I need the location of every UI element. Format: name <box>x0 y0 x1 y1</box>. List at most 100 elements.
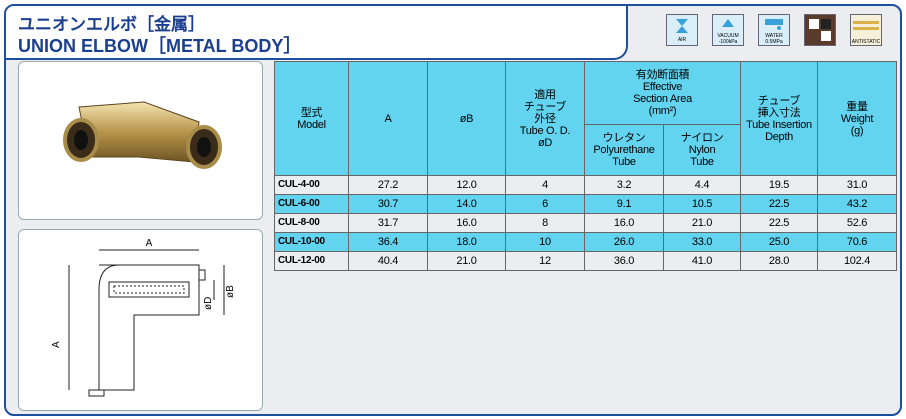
dim-label: A <box>146 238 153 249</box>
header-line: 適用 <box>534 88 556 101</box>
dim-label: øB <box>225 285 236 298</box>
header-line: 挿入寸法 <box>757 106 801 119</box>
table-cell: 18.0 <box>427 232 506 252</box>
column-header: øB <box>427 61 506 176</box>
table-cell: 3.2 <box>584 175 664 195</box>
header-line: Tube O. D. <box>519 124 571 137</box>
header-line: チューブ <box>523 100 567 113</box>
title-bar: ユニオンエルボ［金属］ UNION ELBOW［METAL BODY］ <box>6 6 628 60</box>
icon-graphic <box>676 19 688 33</box>
table-cell: 21.0 <box>427 251 506 271</box>
column-header: チューブ 挿入寸法 Tube Insertion Depth <box>740 61 818 176</box>
header-line: øD <box>537 136 553 149</box>
icon-graphic <box>722 19 734 27</box>
table-cell: 43.2 <box>817 194 897 214</box>
table-cell: 8 <box>505 213 585 233</box>
icon-label: 0.5MPa <box>765 39 783 45</box>
header-line: Tube <box>690 156 714 168</box>
table-cell: 12 <box>505 251 585 271</box>
subcolumn-header: ウレタン Polyurethane Tube <box>584 124 664 176</box>
header-line: Tube <box>612 156 636 168</box>
header-line: (mm²) <box>648 105 677 117</box>
icon-graphic <box>765 19 783 30</box>
dim-label: A <box>51 341 62 348</box>
header-line: ウレタン <box>602 132 646 144</box>
table-cell: 31.0 <box>817 175 897 195</box>
page-frame: ユニオンエルボ［金属］ UNION ELBOW［METAL BODY］ AIR … <box>4 4 902 416</box>
header-line: チューブ <box>757 94 801 107</box>
table-row: CUL-12-00 40.4 21.0 12 36.0 41.0 28.0 102.4 <box>274 251 897 271</box>
icon-label: AIR <box>677 37 687 43</box>
table-cell: 16.0 <box>584 213 664 233</box>
header-line: 型式 <box>300 106 323 119</box>
table-cell: 21.0 <box>663 213 741 233</box>
diagram-box: A øD øB A <box>18 229 263 411</box>
icon-vacuum: VACUUM -100kPa <box>712 14 744 46</box>
table-cell: 33.0 <box>663 232 741 252</box>
table-cell: 31.7 <box>348 213 428 233</box>
icon-label: -100kPa <box>718 39 738 45</box>
header-line: (g) <box>850 124 864 137</box>
table-cell: 9.1 <box>584 194 664 214</box>
product-photo <box>63 101 222 169</box>
header-line: øB <box>459 112 474 125</box>
table-cell: 28.0 <box>740 251 818 271</box>
header-line: Tube Insertion <box>746 118 812 131</box>
icon-graphic <box>809 19 831 41</box>
icon-graphic <box>853 21 879 30</box>
column-header: 重量 Weight (g) <box>817 61 897 176</box>
dimension-diagram: A øD øB A <box>51 238 236 397</box>
table-cell: 27.2 <box>348 175 428 195</box>
table-cell: 25.0 <box>740 232 818 252</box>
model-cell: CUL-12-00 <box>274 251 349 271</box>
model-cell: CUL-4-00 <box>274 175 349 195</box>
table-cell: 52.6 <box>817 213 897 233</box>
icon-label: VACUUM <box>717 33 739 39</box>
column-header: A <box>348 61 428 176</box>
icon-material <box>804 14 836 46</box>
icon-label: WATER <box>765 33 783 39</box>
subcolumn-header: ナイロン Nylon Tube <box>663 124 741 176</box>
photo-box <box>18 61 263 220</box>
model-cell: CUL-8-00 <box>274 213 349 233</box>
header-line: 外径 <box>534 112 556 125</box>
header-line: 有効断面積 <box>635 69 690 81</box>
header-line: Polyurethane <box>593 144 655 156</box>
table-cell: 36.4 <box>348 232 428 252</box>
header-line: Effective <box>642 81 683 93</box>
table-cell: 26.0 <box>584 232 664 252</box>
table-row: CUL-6-00 30.7 14.0 6 9.1 10.5 22.5 43.2 <box>274 194 897 214</box>
table-row: CUL-8-00 31.7 16.0 8 16.0 21.0 22.5 52.6 <box>274 213 897 233</box>
title-ja: ユニオンエルボ［金属］ <box>18 15 205 34</box>
column-header: 型式 Model <box>274 61 349 176</box>
table-cell: 36.0 <box>584 251 664 271</box>
header-row: ウレタン Polyurethane Tube ナイロン Nylon Tube <box>275 124 897 176</box>
table-cell: 19.5 <box>740 175 818 195</box>
table-cell: 102.4 <box>817 251 897 271</box>
header-line: ナイロン <box>680 132 724 144</box>
table-cell: 30.7 <box>348 194 428 214</box>
header-line: Section Area <box>633 93 692 105</box>
table-cell: 16.0 <box>427 213 506 233</box>
icon-water: WATER 0.5MPa <box>758 14 790 46</box>
table-row: CUL-4-00 27.2 12.0 4 3.2 4.4 19.5 31.0 <box>274 175 897 195</box>
table-cell: 10 <box>505 232 585 252</box>
header-line: Weight <box>840 112 874 125</box>
icon-air: AIR <box>666 14 698 46</box>
table-cell: 4.4 <box>663 175 741 195</box>
table-cell: 4 <box>505 175 585 195</box>
table-cell: 22.5 <box>740 213 818 233</box>
table-cell: 10.5 <box>663 194 741 214</box>
header-line: 重量 <box>846 100 868 113</box>
header-line: Depth <box>765 130 793 143</box>
header-line: A <box>384 112 392 125</box>
icon-antistatic: ANTISTATIC <box>850 14 882 46</box>
column-header: 適用 チューブ 外径 Tube O. D. øD <box>505 61 585 176</box>
table-cell: 12.0 <box>427 175 506 195</box>
table-cell: 22.5 <box>740 194 818 214</box>
table-row: CUL-10-00 36.4 18.0 10 26.0 33.0 25.0 70.6 <box>274 232 897 252</box>
column-header: 有効断面積 Effective Section Area (mm²) <box>584 61 741 125</box>
header-line: Nylon <box>688 144 716 156</box>
